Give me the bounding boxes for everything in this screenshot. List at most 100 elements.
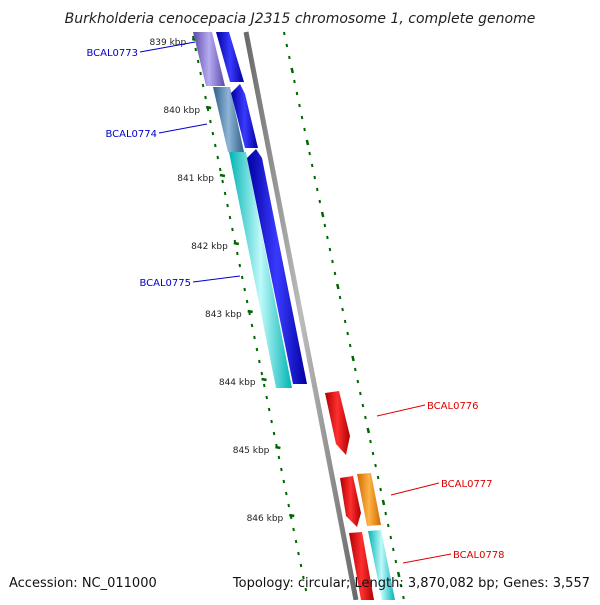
gene-label-bcal0773[interactable]: BCAL0773 <box>86 48 138 59</box>
minor-tick <box>310 163 314 168</box>
minor-tick <box>333 271 337 276</box>
major-tick <box>381 499 386 506</box>
major-tick <box>366 427 371 434</box>
gene-feature-bcal0774-rev[interactable] <box>231 84 258 148</box>
minor-tick <box>236 251 239 256</box>
gene-label-bcal0774[interactable]: BCAL0774 <box>105 129 157 140</box>
kbp-tick-mark <box>275 445 281 450</box>
minor-tick <box>294 539 298 544</box>
map-title: Burkholderia cenocepacia J2315 chromosom… <box>65 11 536 27</box>
gene-leader-line <box>376 404 426 417</box>
minor-tick <box>199 71 202 76</box>
minor-tick <box>356 379 360 384</box>
major-tick <box>336 283 340 290</box>
minor-tick <box>265 395 268 400</box>
minor-tick <box>331 259 334 264</box>
minor-tick <box>282 479 286 484</box>
gene-leader-line <box>402 553 452 564</box>
minor-tick <box>399 583 403 588</box>
gene-label-bcal0778[interactable]: BCAL0778 <box>453 550 505 561</box>
minor-tick <box>253 335 256 340</box>
minor-tick <box>323 223 327 228</box>
minor-tick <box>228 215 232 220</box>
tick-ring-inner <box>283 31 405 600</box>
kbp-tick-mark <box>247 309 253 314</box>
minor-tick <box>201 83 205 88</box>
minor-tick <box>328 247 332 252</box>
minor-tick <box>209 119 212 124</box>
minor-tick <box>204 95 207 100</box>
gene-labels: BCAL0773 BCAL0774 BCAL0775 BCAL0776 BCAL0777… <box>86 41 505 564</box>
kbp-tick-mark <box>261 377 267 382</box>
gene-feature-bcal0775-rev[interactable] <box>247 149 307 384</box>
minor-tick <box>384 511 387 516</box>
accession-text: Accession: NC_011000 <box>9 576 157 591</box>
gene-leader-line <box>192 275 241 283</box>
minor-tick <box>288 55 291 60</box>
minor-tick <box>389 535 393 540</box>
minor-tick <box>223 191 227 196</box>
minor-tick <box>262 383 266 388</box>
kbp-tick-label: 843 kbp <box>205 310 242 320</box>
kbp-tick-mark <box>219 173 226 178</box>
major-tick <box>351 355 355 362</box>
minor-tick <box>341 307 344 312</box>
gene-feature-bcal0775[interactable] <box>229 152 292 388</box>
minor-tick <box>298 103 301 108</box>
minor-tick <box>293 79 296 84</box>
minor-tick <box>371 451 375 456</box>
gene-feature-bcal0773[interactable] <box>193 32 225 86</box>
minor-tick <box>218 167 222 172</box>
minor-tick <box>240 275 244 280</box>
topology-text: Topology: circular; Length: 3,870,082 bp… <box>232 576 590 591</box>
minor-tick <box>231 227 234 232</box>
minor-tick <box>216 155 220 160</box>
tick-ring-outer: 839 kbp 840 kbp 841 kbp 842 kbp 843 kbp 844 k… <box>150 35 308 592</box>
minor-tick <box>300 115 304 120</box>
minor-tick <box>386 523 390 528</box>
gene-label-bcal0776[interactable]: BCAL0776 <box>427 401 479 412</box>
minor-tick <box>287 503 291 508</box>
minor-tick <box>302 575 305 580</box>
minor-tick <box>343 319 347 324</box>
gene-feature-bcal0777[interactable] <box>340 476 361 527</box>
kbp-tick-label: 841 kbp <box>177 174 214 184</box>
minor-tick <box>243 287 246 292</box>
minor-tick <box>272 431 276 436</box>
minor-tick <box>238 263 242 268</box>
minor-tick <box>255 347 259 352</box>
minor-tick <box>318 199 322 204</box>
minor-tick <box>258 359 261 364</box>
minor-tick <box>394 559 398 564</box>
minor-tick <box>379 487 382 492</box>
minor-tick <box>354 367 357 372</box>
minor-tick <box>270 419 273 424</box>
gene-feature-bcal0773-rev[interactable] <box>216 32 244 82</box>
minor-tick <box>402 595 405 600</box>
minor-tick <box>364 415 367 420</box>
gene-leader-line <box>390 482 440 496</box>
gene-label-bcal0775[interactable]: BCAL0775 <box>139 278 191 289</box>
minor-tick <box>211 131 215 136</box>
major-tick <box>290 67 295 74</box>
minor-tick <box>267 407 271 412</box>
gene-feature-bcal0777-orange[interactable] <box>357 473 381 526</box>
gene-feature-bcal0778[interactable] <box>349 532 374 600</box>
gene-feature-bcal0776[interactable] <box>325 391 350 455</box>
gene-label-bcal0777[interactable]: BCAL0777 <box>441 479 493 490</box>
kbp-tick-label: 845 kbp <box>233 446 270 456</box>
kbp-tick-label: 839 kbp <box>150 38 187 48</box>
minor-tick <box>285 43 289 48</box>
minor-tick <box>194 47 198 52</box>
gene-features <box>193 32 395 600</box>
minor-tick <box>376 475 380 480</box>
gene-leader-line <box>158 123 208 134</box>
minor-tick <box>303 127 306 132</box>
major-tick <box>396 571 401 578</box>
gene-feature-bcal0778-cyan[interactable] <box>368 530 395 600</box>
minor-tick <box>277 455 281 460</box>
kbp-tick-mark <box>233 241 240 246</box>
kbp-tick-mark <box>205 105 212 110</box>
gene-feature-bcal0774[interactable] <box>213 87 244 152</box>
